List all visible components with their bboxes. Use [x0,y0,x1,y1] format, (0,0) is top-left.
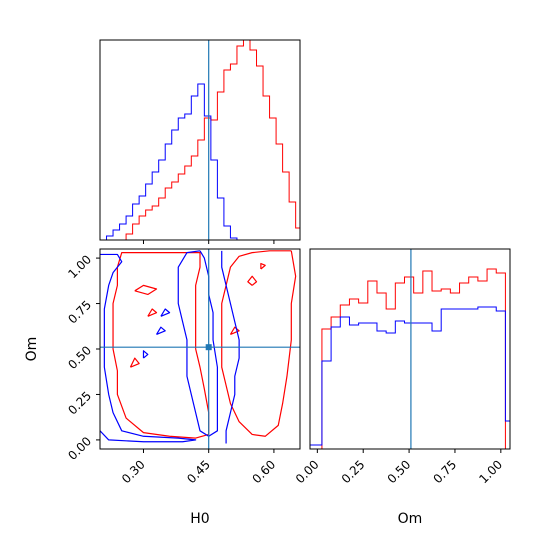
contour-y-axis-label: Om [24,337,40,362]
contour-blue-level-0 [177,250,218,437]
contour-red-level-1 [112,252,210,439]
contour-red-level-0 [221,250,297,437]
contour-blue-level-2 [221,250,240,444]
contour-blue-level-3 [156,326,166,336]
contour-blue-level-4 [160,308,171,317]
contour-truth-marker [205,344,212,351]
hist-h0-series-red-histogram [100,40,300,240]
contour-x-axis-label: H0 [190,511,209,527]
hist-h0-panel [99,39,301,244]
hist-om-frame [309,248,511,450]
hist-om-plot-area [310,249,510,449]
contour-red-level-5 [247,275,258,286]
contour-plot-area [100,249,300,449]
contour-red-level-6 [260,262,266,270]
contour-red-level-3 [147,308,158,317]
contour-blue-level-5 [142,350,149,359]
contour-red-level-2 [134,284,158,296]
hist-om-series-red-histogram [310,268,510,449]
hist-om-series-blue-histogram [310,306,510,446]
hist-h0-plot-area [100,40,300,240]
hist-om-x-axis-label: Om [398,511,423,527]
hist-h0-frame [99,39,301,241]
contour-red-level-4 [129,357,140,368]
hist-h0-series-blue-histogram [100,83,300,240]
contour-blue-level-1 [100,253,197,443]
